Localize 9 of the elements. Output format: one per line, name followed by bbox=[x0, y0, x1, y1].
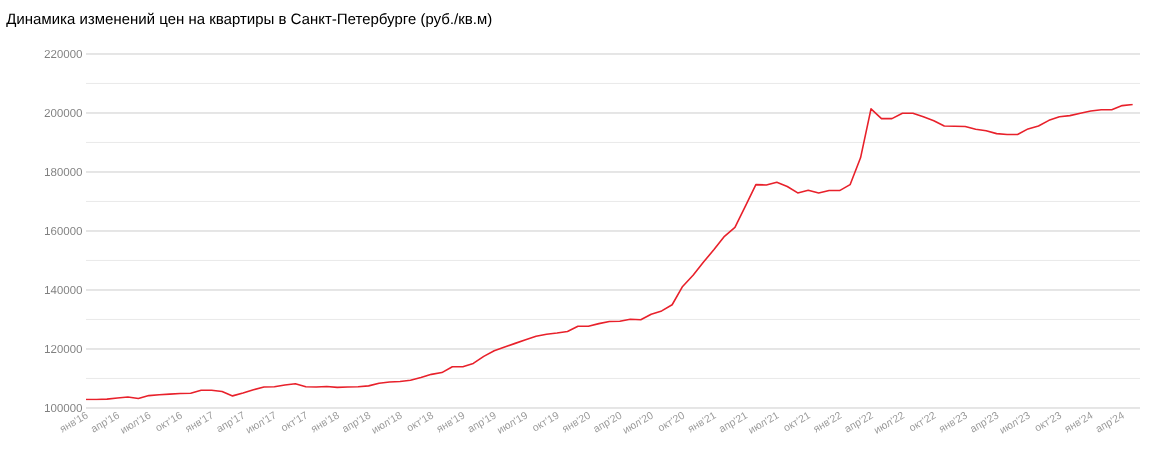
y-tick-label: 120000 bbox=[44, 344, 83, 354]
y-tick-label: 200000 bbox=[44, 108, 83, 118]
y-tick-label: 220000 bbox=[44, 49, 83, 59]
y-tick-label: 160000 bbox=[44, 226, 83, 236]
y-tick-label: 180000 bbox=[44, 167, 83, 177]
y-tick-label: 140000 bbox=[44, 285, 83, 295]
chart-title: Динамика изменений цен на квартиры в Санкт-Петербурге (руб./кв.м) bbox=[6, 12, 492, 28]
line-series bbox=[86, 103, 1134, 401]
y-tick-label: 100000 bbox=[44, 403, 83, 413]
